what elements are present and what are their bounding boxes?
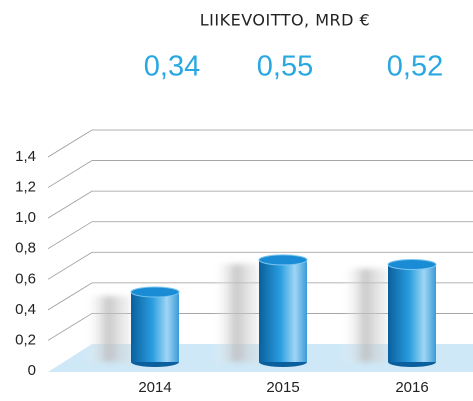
bar: [130, 286, 180, 367]
bar-body: [259, 259, 307, 362]
bar-shadow: [342, 268, 388, 362]
y-tick-label: 0,2: [15, 331, 36, 348]
grid-line: [47, 129, 473, 158]
y-tick-label: 1,0: [15, 209, 36, 226]
y-tick-label: 0,8: [15, 240, 36, 257]
bar-body: [131, 292, 179, 362]
y-tick-label: 0: [28, 362, 36, 379]
bar-shadow: [85, 296, 131, 362]
bar-body: [388, 264, 436, 362]
x-tick-label: 2016: [395, 379, 428, 396]
value-label: 0,34: [144, 51, 200, 83]
y-tick-label: 0,4: [15, 301, 36, 318]
grid-line: [47, 251, 473, 280]
value-label: 0,52: [387, 51, 443, 83]
grid-line: [47, 190, 473, 219]
y-tick-label: 1,4: [15, 148, 36, 165]
chart-title: LIIKEVOITTO, MRD €: [200, 11, 370, 30]
bar: [387, 259, 437, 367]
grid-line: [47, 221, 473, 250]
bar-shadow: [213, 263, 259, 362]
y-tick-label: 1,2: [15, 179, 36, 196]
bar-top: [387, 259, 437, 271]
bar-top: [258, 254, 308, 266]
grid-line: [47, 160, 473, 188]
value-label: 0,55: [257, 51, 313, 83]
bar: [258, 254, 308, 367]
x-tick-label: 2014: [138, 379, 171, 396]
x-tick-label: 2015: [266, 379, 299, 396]
bar-top: [130, 286, 180, 298]
y-tick-label: 0,6: [15, 270, 36, 287]
